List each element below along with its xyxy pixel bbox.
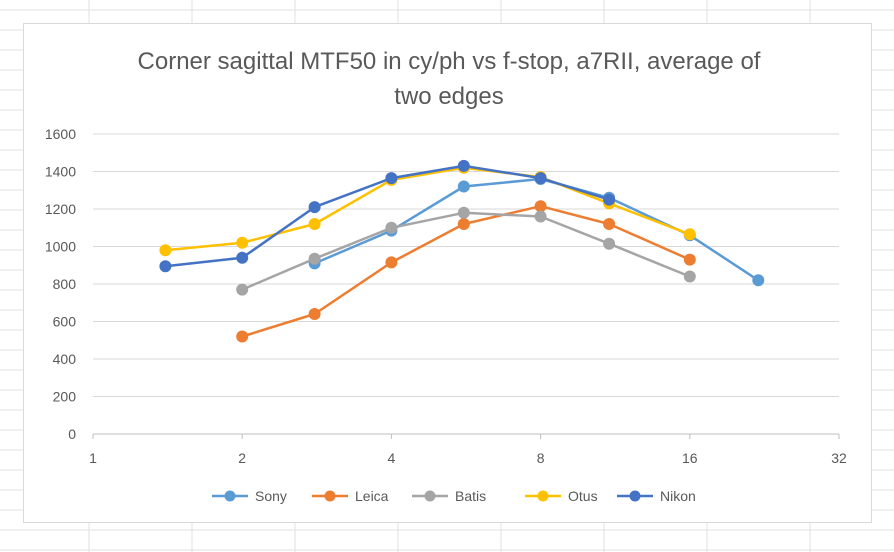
legend-label: Nikon <box>660 488 696 504</box>
y-tick-label: 400 <box>53 351 77 367</box>
series-line-otus <box>165 166 691 252</box>
data-point-leica <box>603 218 616 230</box>
legend-item-batis[interactable]: Batis <box>412 488 486 504</box>
y-tick-label: 1600 <box>45 126 76 142</box>
legend-swatch-marker <box>424 490 436 502</box>
legend-swatch-marker <box>324 490 336 502</box>
y-tick-label: 800 <box>53 276 77 292</box>
x-tick-label: 8 <box>537 450 545 466</box>
chart-area[interactable]: Corner sagittal MTF50 in cy/ph vs f-stop… <box>23 23 872 523</box>
data-point-nikon <box>308 201 321 214</box>
legend-item-leica[interactable]: Leica <box>312 488 389 504</box>
data-point-otus <box>159 244 172 257</box>
y-tick-label: 200 <box>53 389 77 405</box>
data-point-leica <box>236 330 249 343</box>
data-point-leica <box>534 200 547 213</box>
series-batis <box>236 206 696 296</box>
x-tick-label: 2 <box>238 450 246 466</box>
y-tick-label: 0 <box>68 426 76 442</box>
data-point-otus <box>236 236 249 249</box>
data-point-leica <box>385 256 398 269</box>
legend-swatch-marker <box>537 490 549 502</box>
y-tick-label: 1000 <box>45 239 76 255</box>
data-point-nikon <box>385 172 398 185</box>
series-nikon <box>159 159 616 273</box>
data-point-otus <box>308 218 321 230</box>
data-point-otus <box>683 228 696 241</box>
y-tick-label: 1400 <box>45 164 76 180</box>
data-point-batis <box>385 221 398 234</box>
x-tick-label: 16 <box>682 450 698 466</box>
data-point-batis <box>603 237 616 250</box>
data-point-batis <box>308 252 321 265</box>
data-point-nikon <box>236 251 249 264</box>
legend-swatch-marker <box>629 490 641 502</box>
chart-title-line-2: two edges <box>394 83 503 110</box>
data-point-batis <box>534 210 547 223</box>
data-point-nikon <box>159 260 172 273</box>
data-point-nikon <box>603 193 616 206</box>
data-point-batis <box>683 270 696 283</box>
data-point-nikon <box>457 159 470 172</box>
legend-label: Otus <box>568 488 598 504</box>
chart-title-line-1: Corner sagittal MTF50 in cy/ph vs f-stop… <box>138 48 761 75</box>
legend: Sony Leica Batis Otus Nikon <box>212 488 696 504</box>
legend-item-otus[interactable]: Otus <box>525 488 598 504</box>
series-leica <box>236 200 696 343</box>
data-point-leica <box>308 308 321 320</box>
data-point-sony <box>752 274 765 287</box>
legend-item-sony[interactable]: Sony <box>212 488 287 504</box>
legend-label: Batis <box>455 488 486 504</box>
data-point-leica <box>683 253 696 266</box>
data-point-sony <box>457 180 470 193</box>
x-tick-label: 1 <box>89 450 97 466</box>
legend-swatch-marker <box>224 490 236 502</box>
y-tick-label: 600 <box>53 314 77 330</box>
data-point-nikon <box>534 172 547 185</box>
x-tick-label: 32 <box>831 450 847 466</box>
legend-label: Leica <box>355 488 389 504</box>
data-point-batis <box>236 283 249 296</box>
data-point-batis <box>457 206 470 219</box>
data-point-leica <box>457 218 470 230</box>
y-tick-label: 1200 <box>45 201 76 217</box>
line-chart: Corner sagittal MTF50 in cy/ph vs f-stop… <box>45 48 847 504</box>
x-tick-label: 4 <box>388 450 396 466</box>
legend-label: Sony <box>255 488 287 504</box>
series-sony <box>308 173 765 287</box>
legend-item-nikon[interactable]: Nikon <box>617 488 696 504</box>
